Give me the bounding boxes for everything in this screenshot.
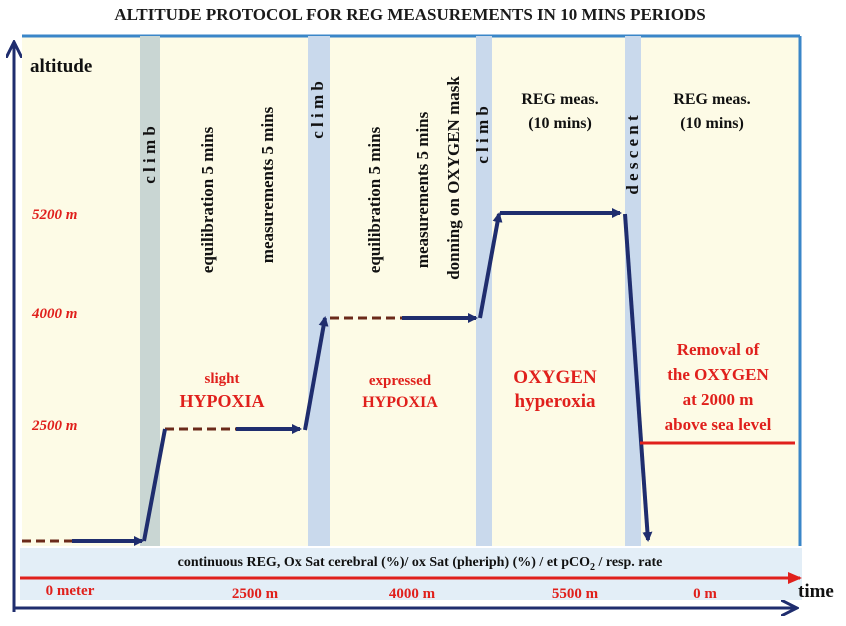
phase-label: measurements 5 mins xyxy=(413,111,432,268)
climb-band xyxy=(308,36,330,546)
state-label: HYPOXIA xyxy=(180,391,265,411)
climb-band xyxy=(140,36,160,546)
altitude-label: 0 meter xyxy=(46,583,95,599)
reg-label: REG meas. xyxy=(673,91,750,108)
altitude-label: 4000 m xyxy=(389,586,436,602)
panel xyxy=(22,36,800,546)
profile xyxy=(72,208,653,546)
state-label: Removal of xyxy=(677,340,760,359)
phase-label: c l i m b xyxy=(140,126,159,184)
level-label: 4000 m xyxy=(31,306,77,322)
phase-label: d e s c e n t xyxy=(623,115,642,195)
reg-label: (10 mins) xyxy=(680,115,744,132)
phase-label: donning on OXYGEN mask xyxy=(444,76,463,280)
subscript: 2 xyxy=(590,562,595,573)
y-label: altitude xyxy=(30,56,92,77)
state-label: above sea level xyxy=(665,415,772,434)
state-label: slight xyxy=(204,371,239,387)
phase-label: c l i m b xyxy=(473,106,492,164)
state-label: expressed xyxy=(369,373,432,389)
state-label: the OXYGEN xyxy=(667,365,769,384)
reg-label: (10 mins) xyxy=(528,115,592,132)
level-label: 2500 m xyxy=(31,418,77,434)
monitoring-text: / resp. rate xyxy=(595,555,662,570)
altitude-label: 2500 m xyxy=(232,586,279,602)
reg-label: REG meas. xyxy=(521,91,598,108)
bottom-band xyxy=(20,548,802,600)
state-label: HYPOXIA xyxy=(362,394,438,411)
state-label: hyperoxia xyxy=(515,391,596,412)
x-label: time xyxy=(798,581,834,602)
phase-label: c l i m b xyxy=(308,81,327,139)
altitude-label: 0 m xyxy=(693,586,717,602)
descent-band xyxy=(625,36,641,546)
state-label: OXYGEN xyxy=(513,367,597,388)
level-label: 5200 m xyxy=(32,207,77,223)
phase-label: equilibration 5 mins xyxy=(365,126,384,273)
title: ALTITUDE PROTOCOL FOR REG MEASUREMENTS I… xyxy=(114,5,705,24)
dashed-segments xyxy=(22,316,402,543)
phase-label: measurements 5 mins xyxy=(258,106,277,263)
altitude-label: 5500 m xyxy=(552,586,599,602)
phase-label: equilibration 5 mins xyxy=(198,126,217,273)
monitoring-label: continuous REG, Ox Sat cerebral (%)/ ox … xyxy=(178,555,663,573)
monitoring-text: continuous REG, Ox Sat cerebral (%)/ ox … xyxy=(178,555,590,570)
state-label: at 2000 m xyxy=(683,390,754,409)
